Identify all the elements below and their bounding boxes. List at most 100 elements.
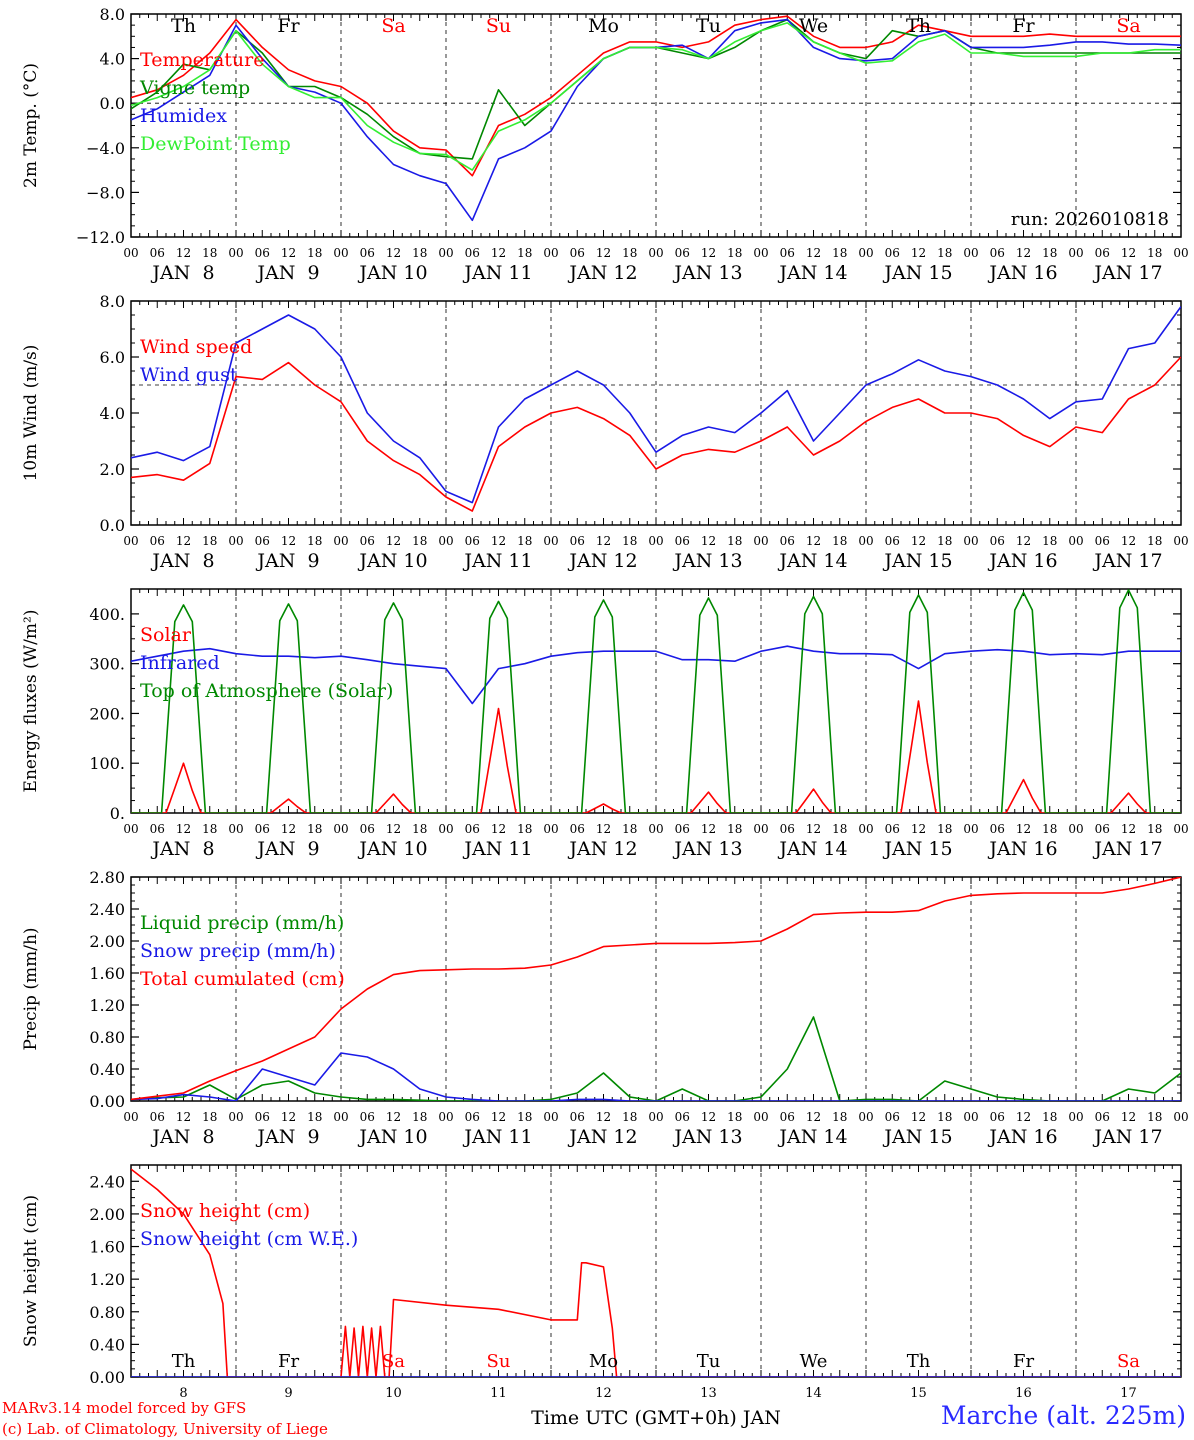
hour-tick-label: 06 bbox=[1095, 246, 1110, 260]
series-group bbox=[131, 589, 1181, 813]
y-tick-label: 0.00 bbox=[89, 1092, 125, 1111]
y-axis-label: Precip (mm/h) bbox=[21, 927, 41, 1050]
hour-tick-label: 00 bbox=[438, 534, 453, 548]
hour-tick-label: 06 bbox=[150, 1110, 165, 1124]
legend-entry: Snow precip (mm/h) bbox=[140, 940, 336, 962]
hour-tick-label: 00 bbox=[963, 822, 978, 836]
hour-tick-label: 12 bbox=[491, 534, 506, 548]
day-label: JAN 17 bbox=[1092, 1126, 1162, 1148]
hour-tick-label: 00 bbox=[228, 1110, 243, 1124]
y-tick-label: 6.0 bbox=[100, 348, 125, 367]
legend-entry: Temperature bbox=[140, 49, 264, 71]
hour-tick-label: 06 bbox=[570, 1110, 585, 1124]
hour-tick-label: 06 bbox=[885, 534, 900, 548]
y-tick-label: 2.00 bbox=[89, 1205, 125, 1224]
day-label: JAN 10 bbox=[357, 550, 427, 572]
hour-tick-label: 18 bbox=[727, 822, 742, 836]
hour-tick-label: 18 bbox=[517, 246, 532, 260]
hour-tick-label: 12 bbox=[1121, 534, 1136, 548]
day-label: JAN 16 bbox=[987, 550, 1057, 572]
hour-tick-label: 12 bbox=[386, 1110, 401, 1124]
weekday-label: Fr bbox=[277, 15, 300, 37]
hour-tick-label: 00 bbox=[333, 1110, 348, 1124]
hour-tick-label: 18 bbox=[622, 534, 637, 548]
hour-tick-label: 12 bbox=[281, 822, 296, 836]
day-label: JAN 8 bbox=[150, 838, 214, 860]
weekday-label: Sa bbox=[1117, 1351, 1140, 1372]
hour-tick-label: 18 bbox=[622, 1110, 637, 1124]
hour-tick-label: 00 bbox=[228, 822, 243, 836]
y-tick-label: 0.40 bbox=[89, 1335, 125, 1354]
day-number-label: 16 bbox=[1015, 1386, 1032, 1401]
hour-tick-label: 00 bbox=[1068, 1110, 1083, 1124]
hour-tick-label: 06 bbox=[780, 1110, 795, 1124]
y-tick-label: 2.80 bbox=[89, 868, 125, 887]
hour-tick-label: 18 bbox=[202, 822, 217, 836]
x-axis-title: Time UTC (GMT+0h) JAN bbox=[531, 1407, 781, 1429]
legend-entry: Wind gust bbox=[140, 364, 238, 386]
hour-tick-label: 06 bbox=[780, 822, 795, 836]
hour-tick-label: 00 bbox=[648, 1110, 663, 1124]
hour-tick-label: 18 bbox=[307, 822, 322, 836]
series-line-snow-height-cm- bbox=[131, 1168, 1181, 1377]
hour-tick-label: 00 bbox=[648, 534, 663, 548]
hour-tick-label: 06 bbox=[1095, 822, 1110, 836]
y-tick-label: 1.60 bbox=[89, 1238, 125, 1257]
hour-tick-label: 18 bbox=[1042, 1110, 1057, 1124]
hour-tick-label: 00 bbox=[228, 246, 243, 260]
legend-entry: Vigne temp bbox=[139, 77, 250, 99]
day-label: JAN 14 bbox=[777, 262, 847, 284]
weekday-label: Th bbox=[172, 1351, 196, 1372]
hour-tick-label: 00 bbox=[438, 1110, 453, 1124]
hour-tick-label: 12 bbox=[596, 1110, 611, 1124]
day-number-label: 11 bbox=[490, 1386, 507, 1401]
hour-tick-label: 12 bbox=[1121, 1110, 1136, 1124]
hour-tick-label: 06 bbox=[465, 822, 480, 836]
legend-entry: Liquid precip (mm/h) bbox=[140, 912, 344, 934]
hour-tick-label: 00 bbox=[1173, 822, 1188, 836]
hour-tick-label: 18 bbox=[307, 246, 322, 260]
hour-tick-label: 00 bbox=[123, 246, 138, 260]
hour-tick-label: 18 bbox=[937, 822, 952, 836]
day-label: JAN 8 bbox=[150, 1126, 214, 1148]
hour-tick-label: 18 bbox=[202, 246, 217, 260]
day-label: JAN 9 bbox=[255, 262, 319, 284]
series-line-temperature bbox=[131, 15, 1181, 177]
weekday-label: Fr bbox=[1012, 15, 1035, 37]
day-label: JAN 10 bbox=[357, 262, 427, 284]
hour-tick-label: 12 bbox=[386, 246, 401, 260]
hour-tick-label: 06 bbox=[360, 822, 375, 836]
weekday-label: Fr bbox=[1013, 1351, 1034, 1372]
y-tick-label: 100. bbox=[89, 754, 125, 773]
day-number-label: 9 bbox=[284, 1386, 292, 1401]
hour-tick-label: 12 bbox=[491, 246, 506, 260]
hour-tick-label: 18 bbox=[202, 534, 217, 548]
hour-tick-label: 06 bbox=[570, 822, 585, 836]
hour-tick-label: 18 bbox=[307, 1110, 322, 1124]
day-label: JAN 15 bbox=[882, 262, 952, 284]
weekday-label: Tu bbox=[696, 15, 721, 37]
hour-tick-label: 12 bbox=[911, 534, 926, 548]
hour-tick-label: 12 bbox=[701, 246, 716, 260]
y-tick-label: 0.0 bbox=[100, 94, 125, 113]
hour-tick-label: 00 bbox=[1068, 534, 1083, 548]
hour-tick-label: 00 bbox=[123, 534, 138, 548]
y-tick-label: 2.40 bbox=[89, 1172, 125, 1191]
hour-tick-label: 12 bbox=[701, 822, 716, 836]
y-tick-label: −8.0 bbox=[86, 183, 125, 202]
panel-energy: 00 06 12 18 00 06 12 18 00 06 12 18 00 06 12 18 00 06 12 18… bbox=[21, 588, 1189, 860]
y-tick-label: 1.20 bbox=[89, 996, 125, 1015]
hour-tick-label: 00 bbox=[963, 534, 978, 548]
hour-tick-label: 12 bbox=[386, 822, 401, 836]
hour-tick-label: 06 bbox=[255, 822, 270, 836]
hour-tick-label: 00 bbox=[858, 534, 873, 548]
hour-tick-label: 18 bbox=[832, 246, 847, 260]
hour-tick-label: 00 bbox=[333, 822, 348, 836]
day-label: JAN 16 bbox=[987, 262, 1057, 284]
day-label: JAN 13 bbox=[672, 550, 742, 572]
hour-tick-label: 06 bbox=[885, 1110, 900, 1124]
hour-tick-label: 06 bbox=[885, 246, 900, 260]
footer-credits: MARv3.14 model forced by GFS (c) Lab. of… bbox=[2, 1398, 328, 1440]
day-label: JAN 8 bbox=[150, 550, 214, 572]
hour-tick-label: 06 bbox=[675, 534, 690, 548]
